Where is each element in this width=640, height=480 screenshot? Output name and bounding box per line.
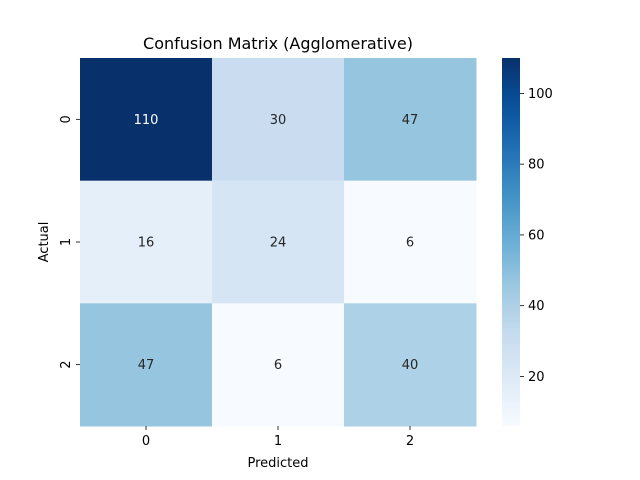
heatmap-cell (344, 58, 477, 182)
heatmap-cell (80, 58, 213, 182)
cell-value-label: 47 (138, 358, 155, 373)
colorbar-tick-label: 100 (528, 87, 553, 102)
heatmap-cell (80, 180, 213, 304)
cell-value-label: 6 (406, 236, 414, 251)
heatmap-cell (344, 180, 477, 304)
x-axis-label: Predicted (247, 456, 308, 471)
y-axis-ticks: 0 1 2 (59, 115, 80, 369)
heatmap-cell (80, 303, 213, 427)
heatmap-cell (344, 303, 477, 427)
heatmap-cell (212, 180, 345, 304)
cell-value-label: 47 (402, 113, 419, 128)
cell-value-label: 24 (270, 236, 287, 251)
heatmap-cell (212, 303, 345, 427)
y-tick-label: 0 (59, 115, 74, 123)
colorbar (502, 58, 520, 426)
x-tick-label: 0 (142, 434, 150, 449)
colorbar-tick-label: 40 (528, 299, 545, 314)
chart-title: Confusion Matrix (Agglomerative) (143, 34, 413, 53)
x-axis-ticks: 0 1 2 (142, 426, 414, 449)
colorbar-tick-label: 80 (528, 158, 545, 173)
cell-value-label: 16 (138, 236, 155, 251)
cell-value-label: 6 (274, 358, 282, 373)
colorbar-ticks: 20 40 60 80 100 (520, 87, 553, 385)
cell-value-label: 110 (134, 113, 159, 128)
y-tick-label: 1 (59, 238, 74, 246)
colorbar-tick-label: 20 (528, 370, 545, 385)
cell-value-label: 30 (270, 113, 287, 128)
colorbar-tick-label: 60 (528, 228, 545, 243)
x-tick-label: 1 (274, 434, 282, 449)
y-tick-label: 2 (59, 361, 74, 369)
heatmap-cells: 110 30 47 16 24 6 47 6 40 (80, 58, 477, 427)
cell-value-label: 40 (402, 358, 419, 373)
y-axis-label: Actual (37, 222, 52, 263)
x-tick-label: 2 (406, 434, 414, 449)
heatmap-cell (212, 58, 345, 182)
